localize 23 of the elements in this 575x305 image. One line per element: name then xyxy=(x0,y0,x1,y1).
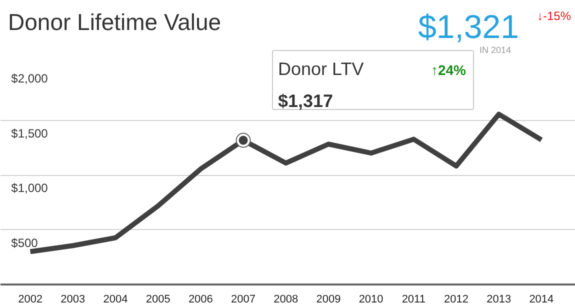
x-tick-label: 2005 xyxy=(146,294,170,305)
x-tick-label: 2011 xyxy=(402,294,426,305)
annotation: Donor LTV xyxy=(278,58,364,81)
x-tick-label: 2007 xyxy=(231,294,256,305)
y-tick-label: $1,000 xyxy=(11,181,48,195)
annotation: ↑24% xyxy=(430,61,466,80)
x-tick-label: 2002 xyxy=(18,294,43,305)
y-tick-label: $500 xyxy=(11,236,38,250)
x-tick-label: 2014 xyxy=(529,294,554,305)
x-tick-label: 2013 xyxy=(486,294,512,305)
text: ↓-15% xyxy=(536,8,571,25)
x-tick-label: 2006 xyxy=(188,294,213,305)
x-tick-label: 2012 xyxy=(444,294,468,305)
x-tick-label: 2009 xyxy=(316,294,341,305)
y-tick-label: $2,000 xyxy=(11,72,48,86)
x-tick-label: 2008 xyxy=(274,294,298,305)
y-tick-label: $1,500 xyxy=(11,126,48,140)
annotation: $1,317 xyxy=(278,90,334,113)
x-tick-label: 2004 xyxy=(103,294,128,305)
x-tick-label: 2003 xyxy=(60,294,86,305)
chart-title: Donor Lifetime Value xyxy=(8,8,222,37)
x-tick-label: 2010 xyxy=(358,294,384,305)
text: IN 2014 xyxy=(479,44,511,57)
